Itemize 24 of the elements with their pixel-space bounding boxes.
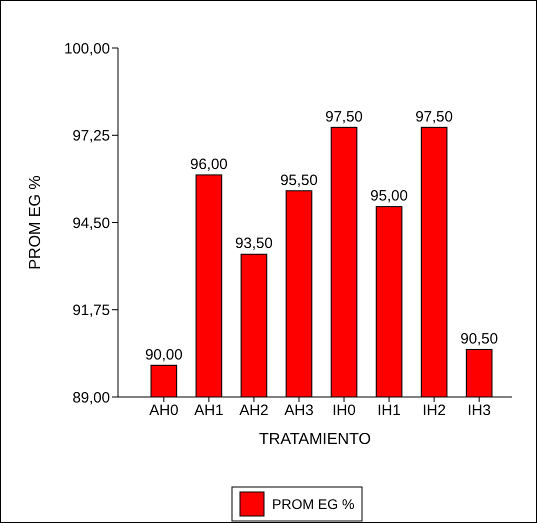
y-tick-label: 91,75 — [72, 302, 110, 319]
data-label: 95,00 — [370, 188, 408, 205]
x-tick-label: AH3 — [284, 402, 314, 419]
x-tick-label: AH1 — [194, 402, 224, 419]
x-tick-label: IH2 — [422, 402, 446, 419]
data-label: 95,50 — [280, 172, 318, 189]
y-axis-title: PROM EG % — [27, 175, 44, 270]
legend-label: PROM EG % — [272, 496, 354, 512]
data-label: 90,00 — [145, 346, 183, 364]
data-label: 90,50 — [460, 330, 498, 348]
x-tick-label: IH3 — [467, 402, 491, 419]
y-tick-label: 94,50 — [72, 214, 110, 232]
x-tick-label: IH0 — [332, 402, 356, 419]
y-tick-label: 89,00 — [72, 389, 110, 406]
x-tick-label: IH1 — [377, 402, 401, 419]
x-tick-label: AH2 — [239, 402, 269, 419]
x-tick-label: AH0 — [149, 402, 178, 419]
data-label: 97,50 — [325, 108, 363, 126]
y-tick-label: 97,25 — [72, 128, 110, 144]
data-label: 96,00 — [190, 156, 228, 173]
data-label: 93,50 — [235, 235, 273, 252]
x-axis-title: TRATAMIENTO — [259, 431, 371, 448]
data-label: 97,50 — [415, 108, 453, 126]
y-tick-label: 100,00 — [64, 40, 110, 58]
